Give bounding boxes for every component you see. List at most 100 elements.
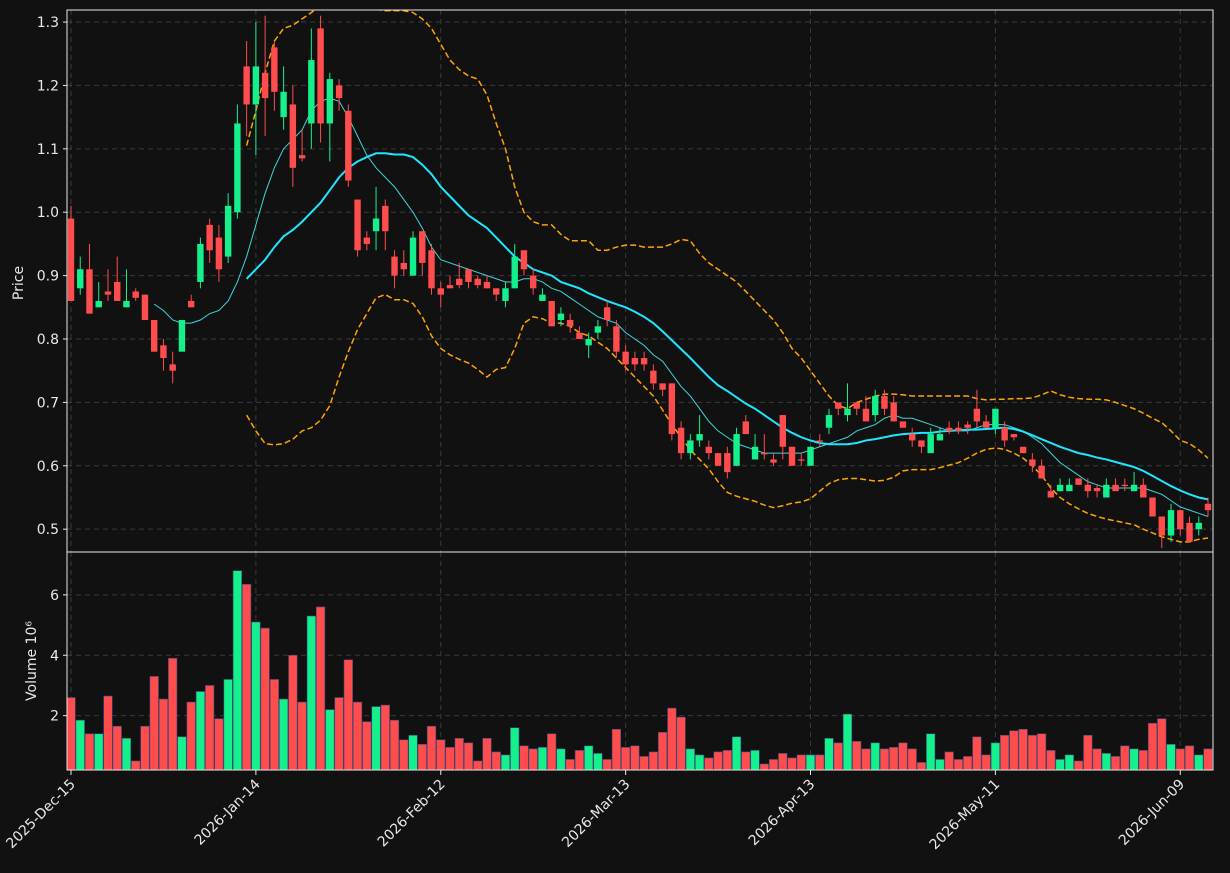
candle-body	[964, 424, 971, 428]
candle-body	[308, 60, 315, 124]
volume-bar	[787, 757, 797, 770]
candle-body	[326, 79, 334, 124]
volume-bar	[343, 659, 353, 770]
volume-bar	[1027, 734, 1037, 770]
candle-body	[1103, 484, 1110, 498]
volume-bar	[269, 679, 279, 770]
candle-body	[474, 278, 481, 286]
candle-body	[992, 408, 999, 428]
volume-bar	[953, 759, 964, 770]
volume-bar	[426, 725, 437, 770]
volume-bar	[565, 759, 575, 770]
candle-body	[872, 396, 879, 416]
volume-bar	[473, 760, 483, 770]
candle-body	[1075, 478, 1082, 485]
candle-body	[234, 123, 241, 213]
volume-bar	[389, 719, 400, 770]
volume-bar	[121, 737, 132, 770]
volume-bar	[713, 751, 723, 770]
candle-body	[714, 453, 722, 466]
candle-body	[1029, 459, 1036, 466]
candle-body	[280, 91, 287, 118]
volume-bar	[371, 706, 381, 770]
volume-bar	[584, 745, 594, 770]
candle-body	[594, 326, 602, 333]
candle-body	[908, 434, 916, 441]
candle-body	[668, 383, 676, 435]
volume-bar	[463, 742, 474, 770]
y-tick-label: 0.9	[37, 269, 59, 285]
candle-body	[945, 427, 953, 431]
candle-body	[770, 459, 777, 463]
volume-bar	[279, 698, 289, 770]
candle-body	[751, 446, 759, 460]
candle-body	[742, 421, 750, 435]
volume-bar	[94, 733, 104, 770]
candle-body	[215, 237, 223, 270]
volume-bar	[223, 679, 233, 770]
candle-body	[687, 440, 694, 454]
volume-bar	[436, 739, 446, 770]
volume-bar	[667, 707, 677, 770]
volume-bar	[380, 704, 390, 770]
candle-body	[456, 278, 463, 286]
volume-bar	[731, 736, 742, 770]
volume-bar	[131, 760, 141, 770]
candle-body	[1140, 484, 1147, 498]
volume-bar	[260, 627, 270, 770]
volume-bar	[1184, 745, 1195, 770]
volume-bar	[815, 754, 825, 770]
candle-body	[132, 291, 139, 298]
volume-bar	[75, 719, 85, 770]
candle-body	[539, 294, 546, 301]
volume-bar	[907, 748, 917, 770]
candle-body	[890, 402, 897, 422]
candle-body	[640, 358, 648, 365]
candle-body	[825, 415, 833, 428]
volume-bar	[861, 748, 871, 770]
candle-body	[1204, 503, 1212, 511]
volume-bar	[611, 728, 621, 770]
volume-bar	[574, 750, 585, 770]
volume-bar	[768, 759, 779, 770]
volume-bar	[112, 725, 122, 770]
candle-body	[927, 434, 934, 454]
candle-body	[696, 434, 703, 441]
volume-bar	[306, 615, 316, 770]
candle-body	[67, 218, 75, 301]
candle-body	[187, 300, 195, 308]
candle-body	[1149, 497, 1156, 517]
y-tick-label: 0.6	[37, 459, 59, 475]
volume-bar	[926, 733, 936, 770]
volume-bar	[824, 737, 834, 770]
candle-body	[178, 319, 186, 352]
candle-body	[104, 291, 112, 295]
candle-body	[77, 269, 84, 289]
volume-bar	[1101, 753, 1111, 770]
candle-body	[613, 326, 620, 352]
candle-body	[798, 459, 805, 461]
volume-bar	[833, 742, 843, 770]
volume-bar	[556, 748, 566, 770]
volume-bar	[1138, 750, 1148, 770]
candle-body	[955, 427, 962, 431]
volume-bar	[352, 701, 363, 770]
candle-body	[862, 408, 870, 422]
volume-bar	[251, 621, 261, 770]
volume-bar	[242, 584, 252, 770]
candle-body	[1019, 446, 1027, 454]
candle-body	[345, 110, 352, 181]
candle-body	[1056, 484, 1064, 492]
candle-body	[816, 440, 823, 442]
candle-body	[557, 313, 565, 320]
volume-bar	[168, 657, 178, 770]
candle-body	[844, 408, 851, 416]
candle-body	[705, 446, 713, 454]
volume-bar	[482, 737, 492, 770]
candle-body	[363, 237, 371, 244]
volume-bar	[1166, 744, 1176, 770]
candle-body	[1195, 522, 1202, 530]
candle-body	[502, 288, 509, 301]
volume-bar	[658, 731, 668, 770]
